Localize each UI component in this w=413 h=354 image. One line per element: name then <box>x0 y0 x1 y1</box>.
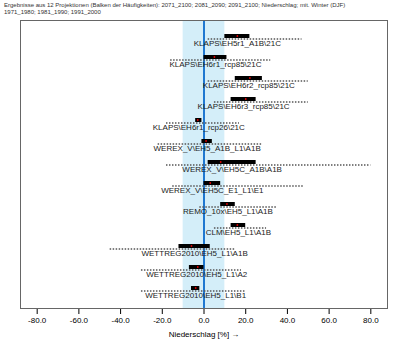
svg-text:60.0: 60.0 <box>321 316 337 325</box>
svg-text:-80.0: -80.0 <box>28 316 47 325</box>
svg-text:WETTREG2010\EH5_L1\B1: WETTREG2010\EH5_L1\B1 <box>145 291 246 300</box>
svg-text:REMO_10x\EH5_L1\A1B: REMO_10x\EH5_L1\A1B <box>183 207 273 216</box>
svg-text:KLAPS\EH5r1_A1B\21C: KLAPS\EH5r1_A1B\21C <box>194 39 281 48</box>
svg-text:KLAPS\EH6r2_rcp85\21C: KLAPS\EH6r2_rcp85\21C <box>203 81 295 90</box>
svg-text:0.0: 0.0 <box>198 316 210 325</box>
svg-text:Niederschlag [%] →: Niederschlag [%] → <box>169 330 240 339</box>
svg-text:WETTREG2010\EH5_L1\A1B: WETTREG2010\EH5_L1\A1B <box>141 249 247 258</box>
html-text:Ergebnisse aus 12 Projektionen: Ergebnisse aus 12 Projektionen (Balken d… <box>4 2 346 8</box>
svg-text:KLAPS\EH6r1_rcp85\21C: KLAPS\EH6r1_rcp85\21C <box>169 60 261 69</box>
svg-text:-60.0: -60.0 <box>70 316 89 325</box>
svg-text:WEREX_V\EH5C_E1_L1\E1: WEREX_V\EH5C_E1_L1\E1 <box>161 186 264 195</box>
html-text:1971_1980; 1981_1990; 1991_200: 1971_1980; 1981_1990; 1991_2000 <box>4 9 101 15</box>
svg-text:-20.0: -20.0 <box>153 316 172 325</box>
svg-text:20.0: 20.0 <box>238 316 254 325</box>
svg-text:40.0: 40.0 <box>280 316 296 325</box>
svg-text:WEREX_V\EH5C_A1B\A1B: WEREX_V\EH5C_A1B\A1B <box>182 165 282 174</box>
svg-text:CLM\EH5_L1\A1B: CLM\EH5_L1\A1B <box>206 228 271 237</box>
svg-text:80.0: 80.0 <box>363 316 379 325</box>
svg-text:KLAPS\EH6r1_rcp26\21C: KLAPS\EH6r1_rcp26\21C <box>153 123 245 132</box>
svg-text:-40.0: -40.0 <box>111 316 130 325</box>
svg-text:WETTREG2010\EH5_L1\A2: WETTREG2010\EH5_L1\A2 <box>146 270 247 279</box>
svg-text:WEREX_V\EH5_A1B_L1\A1B: WEREX_V\EH5_A1B_L1\A1B <box>154 144 261 153</box>
svg-text:KLAPS\EH6r3_rcp85\21C: KLAPS\EH6r3_rcp85\21C <box>198 102 290 111</box>
